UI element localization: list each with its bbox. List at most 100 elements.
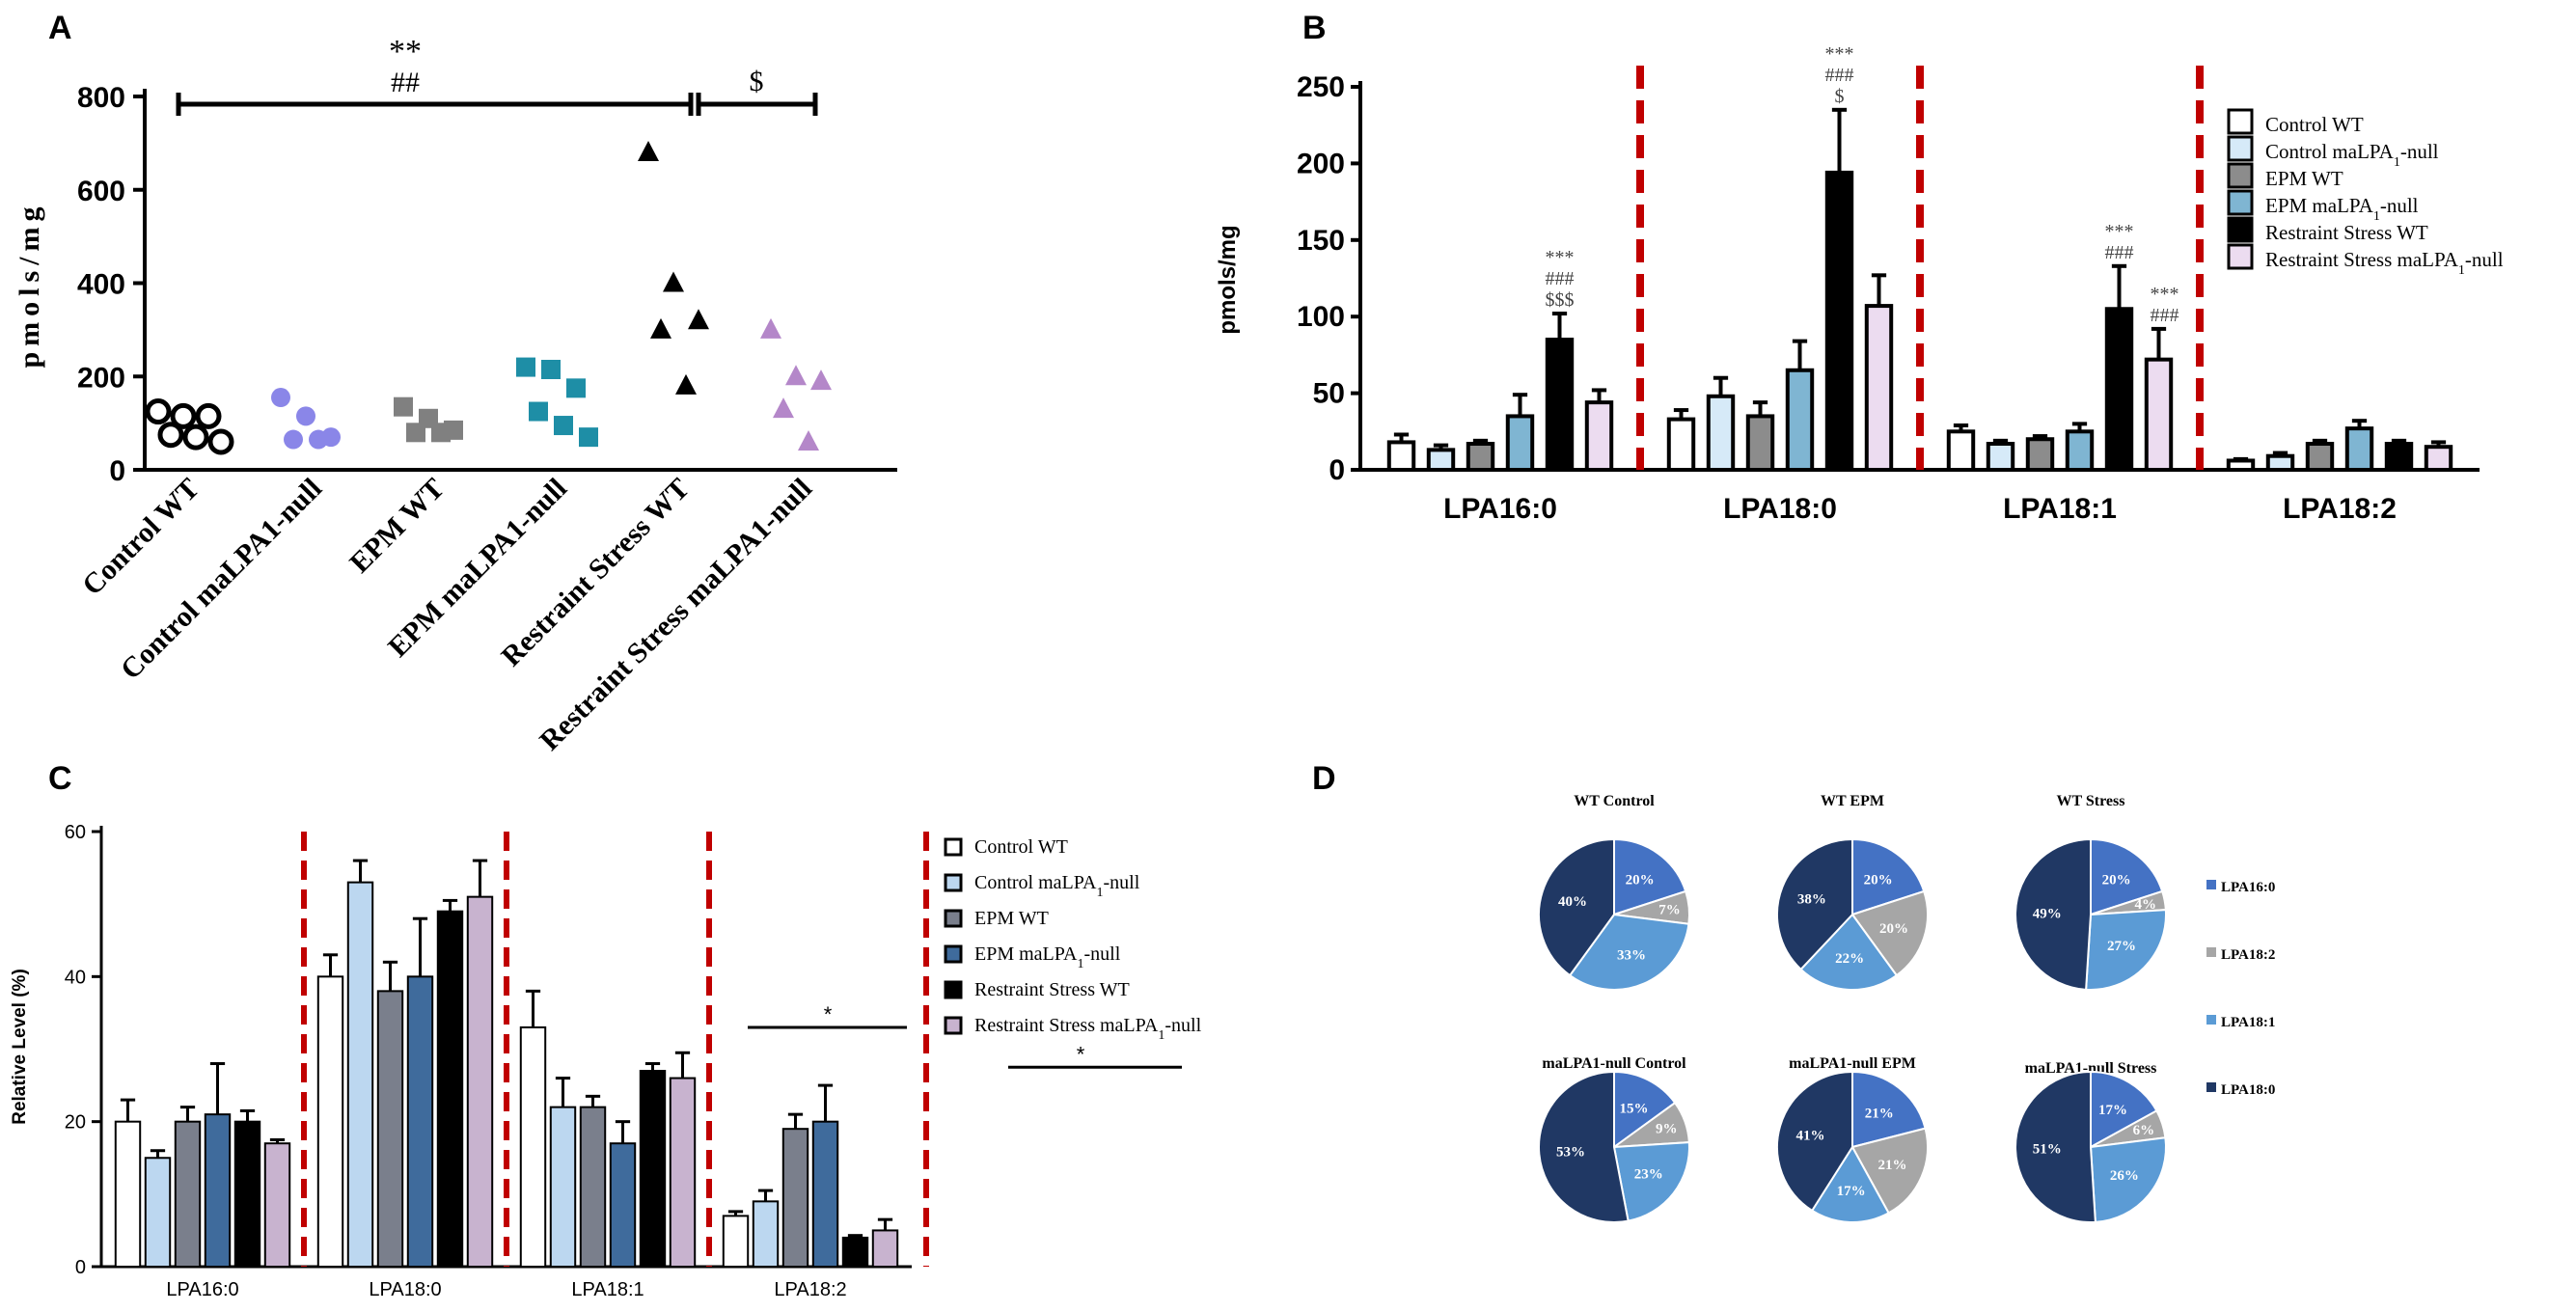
- group-epm-wt: [394, 396, 463, 443]
- data-point: [554, 416, 573, 436]
- bar-restraint-stress-wt-lpa18-1: [2104, 307, 2134, 473]
- pie-slice-label: 4%: [2134, 897, 2156, 913]
- legend-swatch-lpa18-1: [2206, 1015, 2216, 1025]
- legend-swatch-epm-malpa1-null: [944, 944, 963, 964]
- bar-control-malpa1-null-lpa18-1: [1986, 442, 2015, 472]
- panel-letter-c: C: [48, 760, 72, 797]
- pie-slice-label: 27%: [2107, 939, 2136, 954]
- legend-label: LPA18:2: [2221, 947, 2275, 963]
- legend-swatch-restraint-stress-malpa1-null: [944, 1016, 963, 1035]
- pie-slice-label: 17%: [1837, 1184, 1866, 1199]
- bar-control-wt-lpa16-0: [1386, 440, 1416, 472]
- pie-slice-lpa16-0: [1851, 837, 1926, 916]
- x-tick-label: Control maLPA1-null: [115, 473, 328, 686]
- pie-slice-lpa18-1: [2089, 1136, 2167, 1223]
- bar-epm-malpa1-null-lpa16-0: [1505, 414, 1535, 473]
- significance-mark: *: [824, 1002, 833, 1026]
- x-tick-label: LPA16:0: [166, 1279, 238, 1300]
- pie-slice-label: 40%: [1558, 894, 1587, 910]
- data-point: [760, 317, 781, 339]
- legend-swatch-lpa16-0: [2206, 880, 2216, 889]
- bar-epm-wt-lpa18-1: [2025, 437, 2055, 472]
- pie-slice-lpa18-1: [2085, 909, 2167, 991]
- legend-label: Restraint Stress WT: [974, 979, 1130, 1000]
- bar-control-wt-lpa18-2: [722, 1215, 750, 1268]
- data-point: [406, 423, 425, 443]
- legend-swatch-epm-wt: [944, 909, 963, 928]
- bar-epm-wt-lpa18-2: [2305, 442, 2335, 472]
- pie-slice-label: 21%: [1865, 1106, 1894, 1121]
- bar-control-malpa1-null-lpa18-2: [2265, 453, 2295, 473]
- y-axis-label: pmols/mg: [1215, 225, 1241, 334]
- bar-epm-malpa1-null-lpa18-1: [609, 1142, 637, 1269]
- bar-restraint-stress-malpa1-null-lpa18-2: [871, 1229, 899, 1268]
- significance-mark: ###: [1546, 268, 1575, 289]
- data-point: [207, 428, 234, 455]
- bar-epm-wt-lpa18-0: [1745, 414, 1775, 473]
- data-point: [638, 141, 659, 162]
- pie-malpa1-null-control: maLPA1-null Control 15% 9% 23% 53%: [1538, 1055, 1690, 1223]
- pie-slice-label: 20%: [1864, 872, 1893, 888]
- bar-epm-malpa1-null-lpa16-0: [204, 1113, 232, 1269]
- bar-epm-wt-lpa16-0: [1466, 442, 1495, 472]
- pie-slice-lpa16-0: [1851, 1070, 1927, 1149]
- y-tick-label: 200: [77, 362, 125, 394]
- legend-label: Control WT: [974, 836, 1068, 858]
- pie-slice-label: 20%: [2102, 872, 2131, 888]
- significance-mark: ***: [1546, 247, 1575, 268]
- significance-mark: ***: [2105, 221, 2134, 242]
- legend-label: EPM maLPA1-null: [2265, 194, 2419, 224]
- data-point: [798, 429, 819, 451]
- x-tick-label: LPA18:0: [1723, 493, 1837, 525]
- data-point: [785, 365, 807, 386]
- pie-slice-lpa18-0: [1538, 1070, 1630, 1223]
- legend-swatch-lpa18-2: [2206, 947, 2216, 957]
- significance-mark: ***: [1825, 43, 1854, 65]
- y-tick-label: 0: [1329, 454, 1345, 486]
- pie-slice-label: 49%: [2033, 907, 2062, 922]
- y-tick-label: 60: [65, 822, 86, 843]
- group-control-malpa1-null: [271, 388, 341, 450]
- significance-mark: ***: [2151, 284, 2179, 305]
- legend-label: Control maLPA1-null: [974, 872, 1140, 900]
- y-tick-label: 200: [1297, 148, 1345, 179]
- pie-malpa1-null-stress: maLPA1-null Stress 17% 6% 26% 51%: [2014, 1060, 2167, 1223]
- significance-mark: $: [1835, 86, 1845, 107]
- bar-control-malpa1-null-lpa18-1: [549, 1106, 577, 1268]
- legend-label: EPM WT: [974, 908, 1049, 929]
- bar-control-malpa1-null-lpa18-0: [1706, 394, 1736, 472]
- y-tick-label: 600: [77, 176, 125, 207]
- y-tick-label: 250: [1297, 71, 1345, 103]
- pie-slice-lpa18-0: [1776, 1070, 1853, 1213]
- bar-epm-malpa1-null-lpa18-2: [811, 1120, 839, 1268]
- pie-slice-lpa18-0: [1538, 837, 1615, 977]
- pie-wt-stress: WT Stress 20%4% 27% 49%: [2014, 793, 2167, 991]
- bar-control-wt-lpa18-0: [1666, 417, 1696, 473]
- x-tick-label: LPA18:1: [2003, 493, 2117, 525]
- legend-label: EPM WT: [2265, 167, 2343, 190]
- y-tick-label: 100: [1297, 301, 1345, 333]
- pie-title: WT EPM: [1821, 793, 1884, 809]
- bar-restraint-stress-wt-lpa16-0: [233, 1120, 261, 1268]
- bar-restraint-stress-wt-lpa18-1: [639, 1070, 667, 1269]
- x-tick-label: LPA18:2: [774, 1279, 846, 1300]
- data-point: [271, 388, 290, 408]
- pie-slice-lpa16-0: [1613, 837, 1687, 916]
- legend-swatch-lpa18-0: [2206, 1082, 2216, 1092]
- bar-epm-wt-lpa16-0: [174, 1120, 202, 1268]
- legend-swatch-restraint-stress-malpa1-null: [2227, 243, 2254, 270]
- x-tick-label: LPA18:0: [369, 1279, 441, 1300]
- legend-label: LPA18:1: [2221, 1015, 2275, 1030]
- pie-title: maLPA1-null EPM: [1789, 1055, 1916, 1072]
- pie-slice-lpa18-0: [1776, 837, 1853, 971]
- pie-slice-label: 7%: [1658, 903, 1681, 918]
- bar-control-malpa1-null-lpa18-2: [752, 1200, 780, 1268]
- bar-restraint-stress-wt-lpa18-0: [1824, 170, 1854, 472]
- pie-slice-lpa16-0: [2090, 1070, 2158, 1149]
- significance-mark: $$$: [1546, 289, 1575, 311]
- bar-control-malpa1-null-lpa18-0: [346, 881, 374, 1268]
- pie-slice-lpa16-0: [1613, 1070, 1677, 1149]
- data-point: [675, 373, 697, 395]
